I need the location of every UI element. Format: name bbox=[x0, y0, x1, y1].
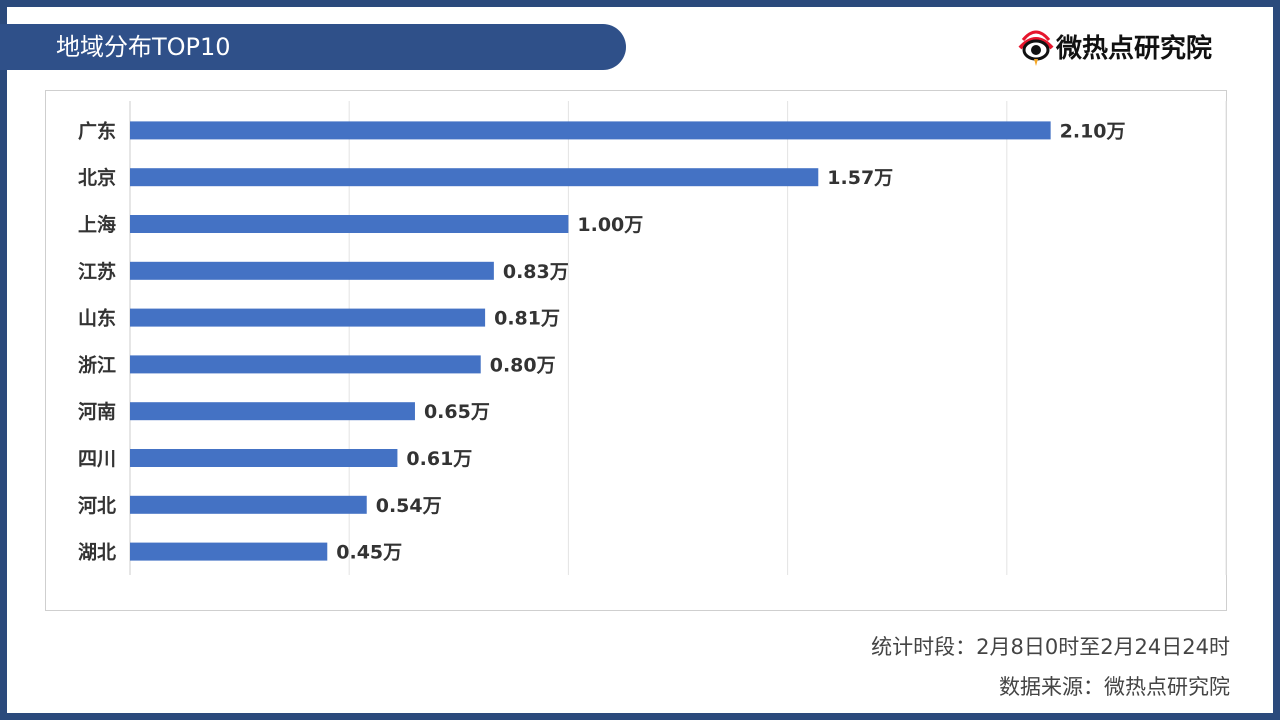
bar bbox=[130, 121, 1051, 140]
brand-logo: 微热点研究院 bbox=[1016, 24, 1246, 66]
chart-container: 广东 2.10万北京 1.57万上海 1.00万江苏 0.83万山东 0.81万浙江 0.8… bbox=[45, 90, 1227, 611]
weibo-eye-icon bbox=[1018, 30, 1054, 66]
bar bbox=[130, 261, 494, 280]
category-label: 北京 bbox=[78, 166, 116, 189]
data-label: 0.54万 bbox=[376, 495, 442, 517]
data-label: 0.80万 bbox=[490, 354, 556, 376]
data-label: 2.10万 bbox=[1060, 120, 1126, 142]
category-label: 江苏 bbox=[78, 260, 116, 283]
data-label: 0.65万 bbox=[424, 401, 490, 423]
category-label: 上海 bbox=[78, 213, 116, 236]
data-label: 1.57万 bbox=[827, 167, 893, 189]
data-label: 1.00万 bbox=[577, 214, 643, 236]
logo-text: 微热点研究院 bbox=[1056, 34, 1213, 64]
category-label: 湖北 bbox=[78, 542, 116, 564]
category-label: 河北 bbox=[78, 495, 116, 517]
title-bar: 地域分布TOP10 bbox=[0, 24, 626, 70]
category-label: 山东 bbox=[78, 307, 116, 330]
bar bbox=[130, 449, 398, 467]
category-label: 河南 bbox=[78, 401, 116, 423]
bar bbox=[130, 495, 367, 514]
bar bbox=[130, 215, 569, 233]
bar bbox=[130, 402, 415, 421]
category-label: 浙江 bbox=[78, 353, 116, 376]
bar bbox=[130, 308, 486, 327]
page-title: 地域分布TOP10 bbox=[56, 33, 231, 61]
category-label: 四川 bbox=[78, 448, 116, 470]
data-label: 0.83万 bbox=[503, 261, 569, 283]
bar bbox=[130, 168, 819, 187]
data-source: 数据来源：微热点研究院 bbox=[999, 675, 1230, 699]
data-label: 0.81万 bbox=[494, 308, 560, 330]
data-label: 0.45万 bbox=[336, 542, 402, 564]
bar bbox=[130, 355, 481, 374]
category-label: 广东 bbox=[78, 119, 116, 142]
data-label: 0.61万 bbox=[406, 448, 472, 470]
bar bbox=[130, 542, 328, 561]
stat-period: 统计时段：2月8日0时至2月24日24时 bbox=[871, 635, 1230, 659]
